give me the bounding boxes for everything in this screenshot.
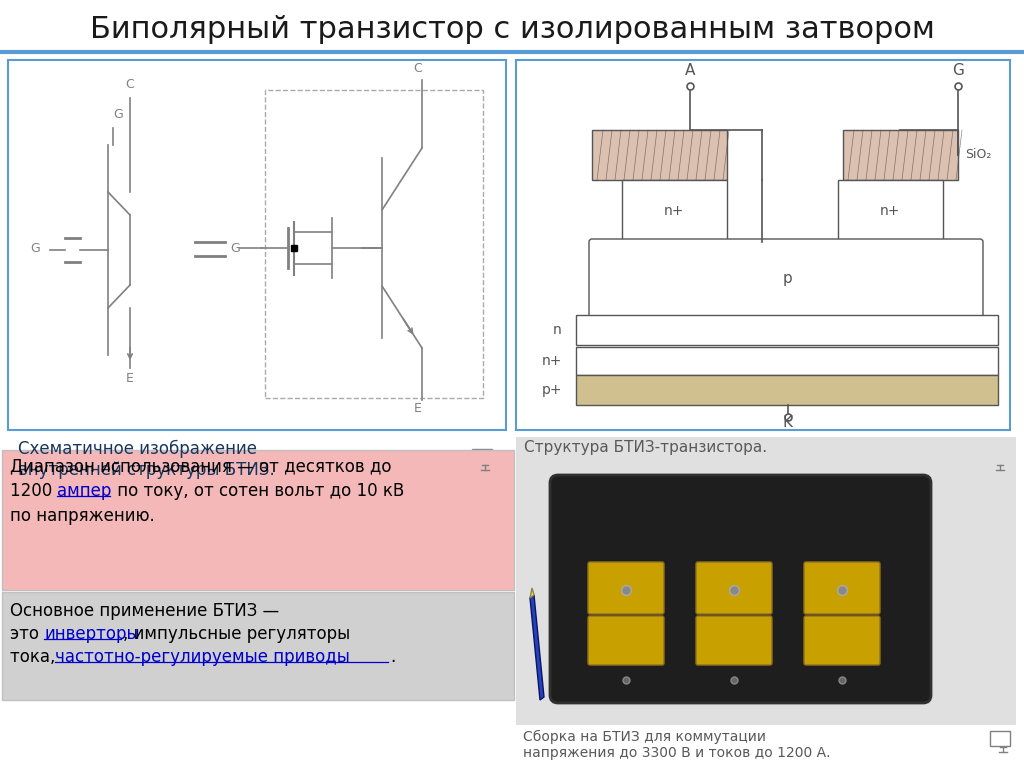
Bar [265, 90, 483, 398]
Text: n+: n+ [664, 204, 684, 218]
FancyBboxPatch shape [990, 731, 1010, 746]
FancyBboxPatch shape [696, 562, 772, 614]
Text: A: A [685, 63, 695, 78]
Text: инверторы: инверторы [44, 625, 139, 643]
FancyBboxPatch shape [472, 449, 492, 464]
Text: p: p [783, 271, 793, 285]
Text: Основное применение БТИЗ —: Основное применение БТИЗ — [10, 602, 280, 620]
Text: E: E [414, 402, 422, 415]
FancyBboxPatch shape [622, 180, 727, 242]
FancyBboxPatch shape [589, 239, 983, 318]
Text: n+: n+ [542, 354, 562, 368]
FancyBboxPatch shape [987, 449, 1007, 464]
FancyBboxPatch shape [696, 616, 772, 665]
Polygon shape [530, 595, 544, 700]
Text: E: E [126, 372, 134, 385]
Text: это: это [10, 625, 44, 643]
Text: по напряжению.: по напряжению. [10, 507, 155, 525]
Polygon shape [530, 588, 534, 598]
FancyBboxPatch shape [2, 450, 514, 590]
Text: Сборка на БТИЗ для коммутации
напряжения до 3300 В и токов до 1200 А.: Сборка на БТИЗ для коммутации напряжения… [523, 730, 830, 760]
FancyBboxPatch shape [550, 475, 931, 703]
Text: G: G [113, 108, 123, 121]
FancyBboxPatch shape [516, 60, 1010, 430]
FancyBboxPatch shape [804, 562, 880, 614]
Text: частотно-регулируемые приводы: частотно-регулируемые приводы [55, 648, 350, 666]
Text: n+: n+ [880, 204, 900, 218]
Text: Схематичное изображение
внутренней структуры БТИЗ.: Схематичное изображение внутренней струк… [18, 440, 274, 479]
FancyBboxPatch shape [516, 437, 1016, 725]
FancyBboxPatch shape [8, 60, 506, 430]
FancyBboxPatch shape [838, 180, 943, 242]
Text: тока,: тока, [10, 648, 60, 666]
FancyBboxPatch shape [804, 616, 880, 665]
FancyBboxPatch shape [843, 130, 958, 180]
Text: p+: p+ [542, 383, 562, 397]
Text: 1200: 1200 [10, 482, 57, 500]
Text: Биполярный транзистор с изолированным затвором: Биполярный транзистор с изолированным за… [89, 15, 935, 44]
FancyBboxPatch shape [2, 592, 514, 700]
Text: SiO₂: SiO₂ [965, 149, 991, 162]
FancyBboxPatch shape [575, 347, 998, 375]
FancyBboxPatch shape [588, 616, 664, 665]
Text: n: n [553, 323, 562, 337]
Text: Диапазон использования — от десятков до: Диапазон использования — от десятков до [10, 457, 391, 475]
FancyBboxPatch shape [575, 315, 998, 345]
FancyBboxPatch shape [588, 562, 664, 614]
Text: по току, от сотен вольт до 10 кВ: по току, от сотен вольт до 10 кВ [112, 482, 404, 500]
Text: G: G [30, 242, 40, 255]
Text: C: C [126, 78, 134, 91]
Text: , импульсные регуляторы: , импульсные регуляторы [123, 625, 350, 643]
Text: C: C [414, 62, 422, 75]
FancyBboxPatch shape [592, 130, 727, 180]
Text: K: K [783, 415, 793, 430]
Text: G: G [952, 63, 964, 78]
Text: ампер: ампер [57, 482, 112, 500]
Text: G: G [230, 242, 240, 255]
Text: Структура БТИЗ-транзистора.: Структура БТИЗ-транзистора. [524, 440, 767, 455]
Text: .: . [390, 648, 395, 666]
FancyBboxPatch shape [575, 375, 998, 405]
